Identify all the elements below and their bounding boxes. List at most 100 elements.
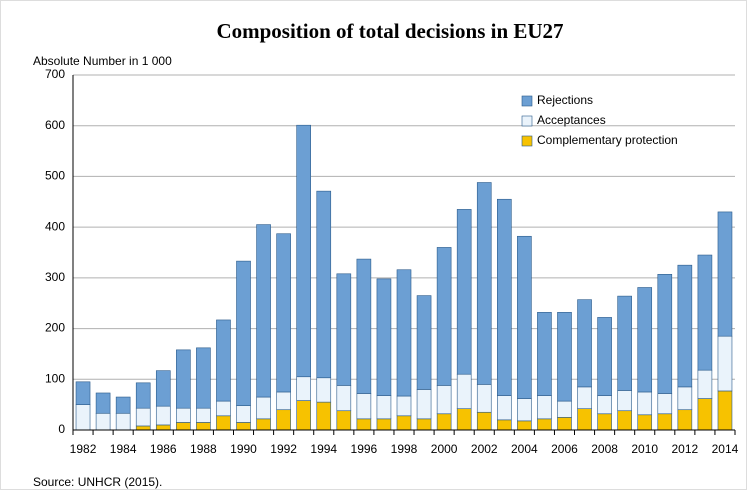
x-tick-label: 1998 <box>391 442 418 456</box>
bar-segment <box>155 424 171 431</box>
x-tick-label: 1990 <box>230 442 257 456</box>
bar-segment <box>537 418 552 431</box>
bar-segment <box>316 190 332 379</box>
bar-segment <box>657 413 673 431</box>
bar-segment <box>336 410 352 431</box>
bar-segment <box>717 211 733 337</box>
bar-segment <box>75 381 91 405</box>
bar-segment <box>176 349 191 409</box>
bar-segment <box>436 385 452 415</box>
x-tick-label: 1992 <box>270 442 297 456</box>
bar-segment <box>497 419 512 431</box>
bar-segment <box>276 233 291 393</box>
bar-segment <box>176 422 191 431</box>
bar-segment <box>196 422 211 431</box>
y-tick-label: 0 <box>58 422 65 436</box>
bar-segment <box>396 269 412 397</box>
bar-segment <box>517 235 532 399</box>
bar-segment <box>677 386 693 411</box>
bar-segment <box>497 198 512 396</box>
bar-segment <box>617 390 632 412</box>
y-tick-label: 200 <box>45 321 65 335</box>
bar-segment <box>356 418 372 431</box>
bar-segment <box>135 407 151 427</box>
bar-segment <box>436 413 452 431</box>
bar-segment <box>316 401 332 431</box>
bar-segment <box>256 396 271 420</box>
bar-segment <box>476 182 492 385</box>
bar-segment <box>155 405 171 426</box>
bar-segment <box>376 395 392 420</box>
x-tick-label: 1986 <box>150 442 177 456</box>
y-tick-label: 600 <box>45 118 65 132</box>
x-tick-label: 2014 <box>712 442 739 456</box>
bar-segment <box>617 295 632 391</box>
bar-segment <box>657 274 673 394</box>
bar-segment <box>135 382 151 409</box>
bar-segment <box>476 384 492 413</box>
bar-segment <box>697 254 713 371</box>
y-tick-label: 300 <box>45 270 65 284</box>
bar-segment <box>617 410 632 431</box>
bar-segment <box>296 400 311 431</box>
x-tick-label: 2002 <box>471 442 498 456</box>
bar-segment <box>296 376 311 401</box>
bar-segment <box>216 415 231 431</box>
bar-segment <box>376 278 392 396</box>
bar-segment <box>176 407 191 423</box>
y-tick-label: 400 <box>45 219 65 233</box>
source: Source: UNHCR (2015). <box>33 475 162 489</box>
bar-segment <box>657 393 673 415</box>
bar-segment <box>456 408 472 431</box>
legend-label: Complementary protection <box>537 133 678 147</box>
bar-segment <box>115 412 131 431</box>
bar-segment <box>236 422 251 431</box>
x-tick-label: 2000 <box>431 442 458 456</box>
bar-segment <box>416 389 432 420</box>
bar-segment <box>436 247 452 386</box>
x-tick-label: 2012 <box>671 442 698 456</box>
bar-segment <box>557 400 572 418</box>
bar-segment <box>356 258 372 394</box>
x-tick-label: 2006 <box>551 442 578 456</box>
bar-segment <box>276 409 291 431</box>
bar-segment <box>236 260 251 406</box>
bar-segment <box>396 395 412 417</box>
bar-segment <box>316 377 332 403</box>
bar-segment <box>637 414 653 431</box>
bar-segment <box>597 317 612 396</box>
x-tick-label: 2008 <box>591 442 618 456</box>
bar-segment <box>697 398 713 431</box>
bar-segment <box>75 404 91 431</box>
x-tick-label: 2010 <box>631 442 658 456</box>
bar-segment <box>677 409 693 431</box>
bar-segment <box>577 386 592 409</box>
bar-segment <box>95 392 111 414</box>
bar-segment <box>336 273 352 386</box>
bar-segment <box>196 407 211 423</box>
bar-segment <box>577 408 592 431</box>
chart-title: Composition of total decisions in EU27 <box>216 19 563 43</box>
bar-segment <box>416 418 432 431</box>
x-tick-label: 1996 <box>351 442 378 456</box>
legend-swatch <box>521 135 533 147</box>
bar-segment <box>456 209 472 375</box>
bar-segment <box>537 312 552 396</box>
y-axis-label: Absolute Number in 1 000 <box>33 54 172 68</box>
bar-segment <box>336 385 352 412</box>
bar-segment <box>216 319 231 402</box>
bar-segment <box>416 295 432 390</box>
bar-segment <box>557 417 572 431</box>
bar-segment <box>356 393 372 420</box>
bar-segment <box>456 373 472 410</box>
legend-label: Acceptances <box>537 113 606 127</box>
bar-segment <box>296 124 311 378</box>
bar-segment <box>597 395 612 415</box>
y-tick-label: 100 <box>45 371 65 385</box>
legend-swatch <box>521 95 533 107</box>
bar-segment <box>256 224 271 398</box>
bar-segment <box>276 391 291 411</box>
bar-segment <box>597 413 612 431</box>
x-tick-label: 1988 <box>190 442 217 456</box>
